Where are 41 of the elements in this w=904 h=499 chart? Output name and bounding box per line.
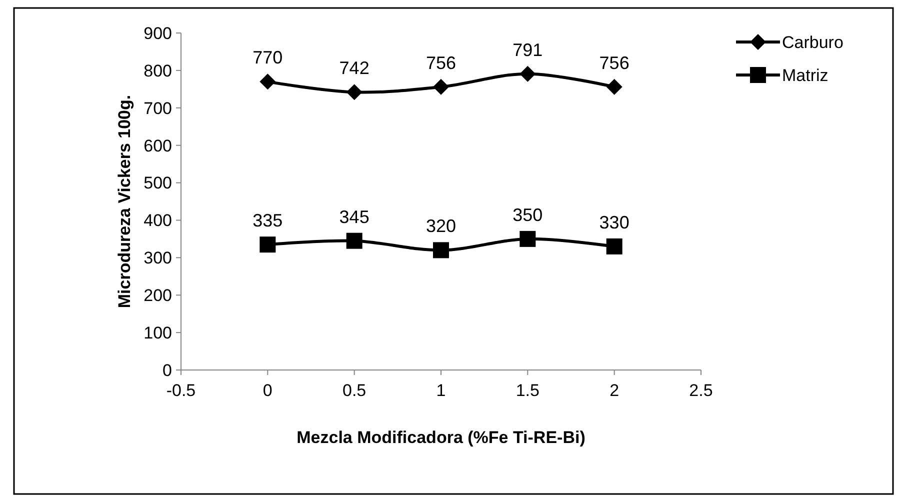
x-axis-title: Mezcla Modificadora (%Fe Ti-RE-Bi) bbox=[296, 428, 586, 447]
point bbox=[433, 78, 449, 95]
data-label: 330 bbox=[599, 212, 630, 232]
point bbox=[520, 66, 536, 82]
data-label: 756 bbox=[599, 52, 630, 73]
data-label: 320 bbox=[426, 216, 456, 236]
x-tick-label: 2 bbox=[610, 381, 620, 400]
y-tick-label: 500 bbox=[144, 174, 172, 193]
x-tick-label: 1.5 bbox=[516, 381, 540, 400]
point bbox=[520, 230, 536, 247]
point bbox=[260, 74, 276, 90]
data-label: 335 bbox=[252, 210, 283, 231]
y-axis-title: Microdureza Vickers 100g. bbox=[115, 94, 134, 308]
y-tick-label: 200 bbox=[144, 286, 172, 306]
point bbox=[606, 238, 622, 254]
x-tick-label: 1 bbox=[436, 381, 446, 400]
y-tick-label: 100 bbox=[144, 324, 172, 343]
data-label: 345 bbox=[339, 206, 370, 227]
x-tick-label: 0.5 bbox=[342, 381, 366, 400]
y-tick-label: 400 bbox=[144, 211, 172, 230]
point bbox=[260, 236, 276, 253]
y-tick-label: 800 bbox=[144, 61, 172, 80]
y-tick-label: 300 bbox=[144, 248, 172, 268]
data-label: 791 bbox=[512, 40, 543, 60]
point bbox=[606, 78, 622, 95]
x-tick-label: 0 bbox=[262, 381, 272, 400]
point bbox=[346, 84, 362, 100]
x-tick-label: 2.5 bbox=[689, 381, 713, 400]
data-label: 756 bbox=[426, 52, 456, 73]
data-label: 350 bbox=[512, 204, 543, 225]
y-tick-label: 0 bbox=[162, 360, 172, 380]
data-label: 742 bbox=[339, 58, 370, 78]
point bbox=[433, 242, 449, 258]
legend-label: Carburo bbox=[782, 32, 844, 52]
y-tick-label: 900 bbox=[144, 24, 172, 43]
x-tick-label: -0.5 bbox=[166, 381, 196, 400]
y-tick-label: 600 bbox=[144, 136, 172, 156]
data-label: 770 bbox=[252, 48, 283, 68]
point bbox=[346, 232, 362, 249]
y-tick-label: 700 bbox=[144, 98, 172, 118]
legend-label: Matriz bbox=[782, 66, 828, 85]
